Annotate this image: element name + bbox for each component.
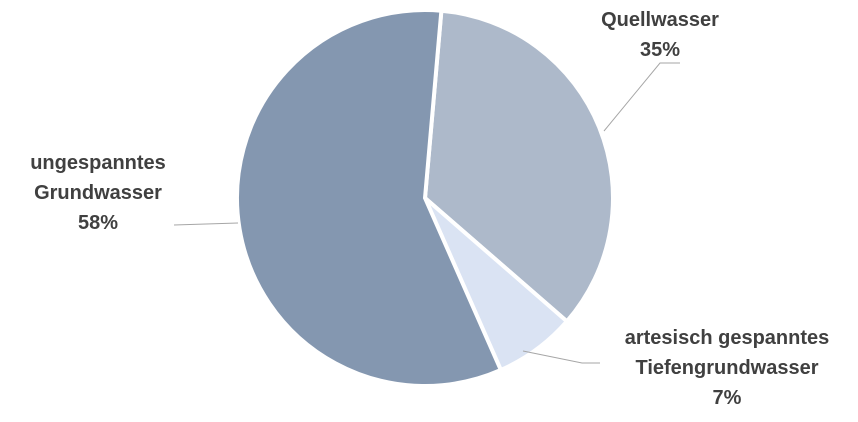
label-artesisch-value: 7%	[712, 387, 742, 409]
leader-line-artesisch	[522, 350, 600, 364]
label-ungespanntes: ungespanntes Grundwasser 58%	[0, 148, 196, 238]
label-artesisch-name-line1: artesisch gespanntes	[624, 327, 830, 349]
label-ungespanntes-name-line2: Grundwasser	[34, 182, 162, 204]
label-quellwasser-value: 35%	[639, 39, 681, 61]
leader-line-ungespanntes	[173, 222, 239, 226]
label-ungespanntes-name-line1: ungespanntes	[30, 152, 166, 174]
label-ungespanntes-value: 58%	[77, 212, 119, 234]
leader-lines	[173, 62, 680, 364]
slice-ungespanntes	[235, 8, 504, 388]
leader-line-quellwasser	[603, 62, 680, 132]
label-artesisch: artesisch gespanntes Tiefengrundwasser 7…	[598, 323, 856, 413]
label-quellwasser-name: Quellwasser	[601, 9, 719, 31]
pie-slices	[235, 8, 615, 388]
label-quellwasser: Quellwasser 35%	[590, 5, 730, 65]
slice-quellwasser	[422, 8, 615, 325]
label-artesisch-name-line2: Tiefengrundwasser	[635, 357, 819, 379]
